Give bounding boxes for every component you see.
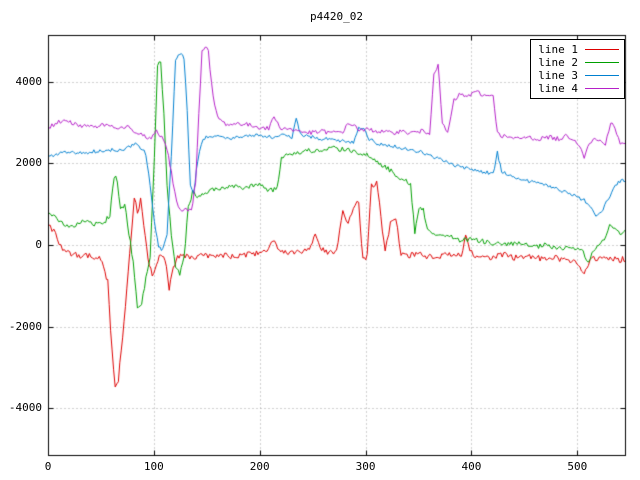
legend-entry: line 1 — [538, 43, 619, 56]
y-tick-label: 2000 — [15, 156, 43, 170]
y-tick-label: 4000 — [15, 74, 43, 88]
legend-line-sample — [585, 75, 619, 76]
x-tick-label: 0 — [44, 460, 52, 473]
legend-entry: line 3 — [538, 69, 619, 82]
legend-label: line 1 — [538, 43, 578, 56]
legend-label: line 3 — [538, 69, 578, 82]
legend-line-sample — [585, 88, 619, 89]
legend-label: line 2 — [538, 56, 578, 69]
x-tick-label: 100 — [143, 460, 164, 473]
y-tick-label: 0 — [35, 238, 42, 251]
legend-entry: line 4 — [538, 82, 619, 95]
legend-line-sample — [585, 62, 619, 63]
y-tick-label: -2000 — [8, 319, 42, 333]
legend-entry: line 2 — [538, 56, 619, 69]
x-tick-label: 500 — [567, 460, 588, 473]
x-tick-label: 300 — [355, 460, 376, 473]
legend-label: line 4 — [538, 82, 578, 95]
chart-title: p4420_02 — [310, 10, 363, 23]
legend: line 1 line 2 line 3 line 4 — [530, 39, 625, 99]
x-tick-label: 400 — [461, 460, 482, 473]
legend-line-sample — [585, 49, 619, 50]
y-tick-label: -4000 — [8, 401, 42, 415]
x-tick-label: 200 — [249, 460, 270, 473]
